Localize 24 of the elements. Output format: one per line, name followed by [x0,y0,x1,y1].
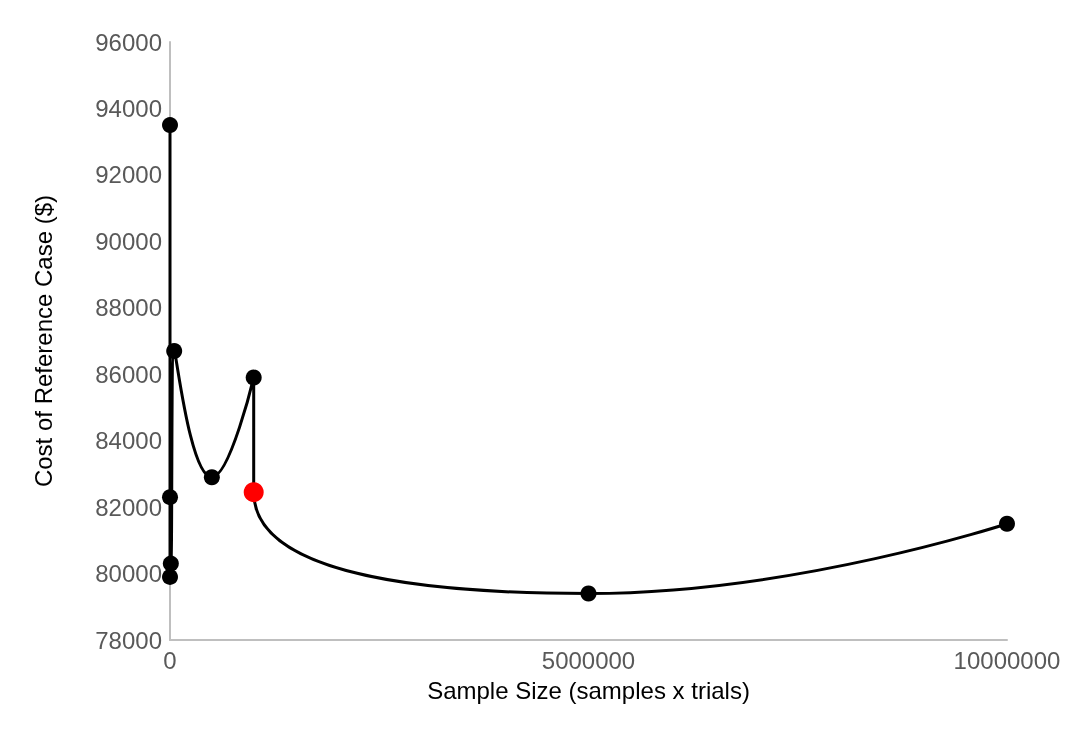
y-tick-label: 82000 [95,493,162,521]
y-tick-label: 84000 [95,427,162,455]
y-tick-label: 92000 [95,161,162,189]
y-tick-label: 90000 [95,227,162,255]
y-tick-label: 88000 [95,294,162,322]
y-tick-label: 96000 [95,28,162,56]
point [580,585,597,602]
point [162,117,178,134]
point [166,342,183,359]
y-tick-label: 78000 [95,626,162,654]
x-tick-label: 5000000 [541,646,636,674]
y-tick-label: 80000 [95,560,162,588]
point [203,469,220,486]
x-axis-title: Sample Size (samples x trials) [427,676,750,704]
point [162,568,178,585]
point [245,369,262,386]
y-tick-label: 86000 [95,360,162,388]
x-tick-label: 0 [163,646,177,674]
point [162,555,179,572]
point [999,515,1015,532]
y-axis-title: Cost of Reference Case ($) [29,194,57,488]
y-tick-label: 94000 [95,94,162,122]
x-tick-label: 10000000 [953,646,1061,674]
point [162,489,179,506]
